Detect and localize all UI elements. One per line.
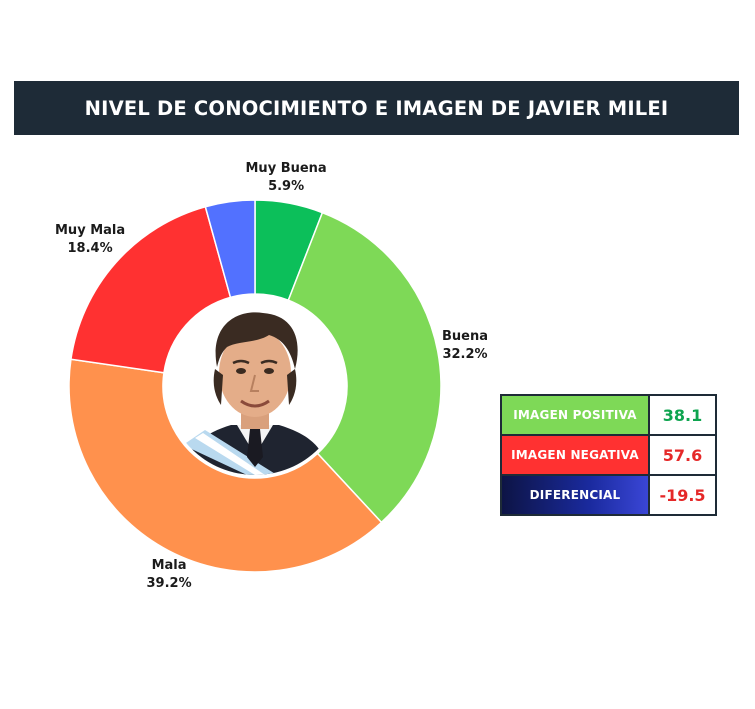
slice-label-buena: Buena 32.2% (442, 328, 488, 364)
summary-row-diferencial: DIFERENCIAL -19.5 (500, 474, 717, 516)
slice-label-muy-buena: Muy Buena 5.9% (246, 160, 327, 196)
slice-label-muy-mala: Muy Mala 18.4% (55, 222, 125, 258)
chart-title: NIVEL DE CONOCIMIENTO E IMAGEN DE JAVIER… (84, 96, 669, 120)
summary-row-positiva: IMAGEN POSITIVA 38.1 (500, 394, 717, 436)
slice-category: Muy Mala (55, 223, 126, 238)
title-banner: NIVEL DE CONOCIMIENTO E IMAGEN DE JAVIER… (14, 81, 739, 135)
donut-slice-mala (68, 358, 383, 573)
summary-label: IMAGEN POSITIVA (500, 394, 650, 436)
person-portrait-icon (165, 295, 345, 475)
summary-label: IMAGEN NEGATIVA (500, 434, 650, 476)
summary-value: 57.6 (648, 434, 717, 476)
donut-slice-muy-mala (70, 205, 232, 374)
slice-category: Muy Buena (245, 161, 327, 176)
slice-value: 18.4% (67, 241, 113, 256)
slice-label-mala: Mala 39.2% (147, 557, 192, 593)
summary-value: -19.5 (648, 474, 717, 516)
donut-slice-buena (287, 211, 442, 524)
slice-value: 39.2% (146, 576, 192, 591)
summary-row-negativa: IMAGEN NEGATIVA 57.6 (500, 434, 717, 476)
slice-category: Mala (151, 558, 187, 573)
slice-value: 5.9% (268, 179, 305, 194)
slice-category: Buena (442, 329, 489, 344)
summary-label: DIFERENCIAL (500, 474, 650, 516)
summary-value: 38.1 (648, 394, 717, 436)
slice-value: 32.2% (442, 347, 488, 362)
image-summary-table: IMAGEN POSITIVA 38.1 IMAGEN NEGATIVA 57.… (500, 394, 717, 516)
